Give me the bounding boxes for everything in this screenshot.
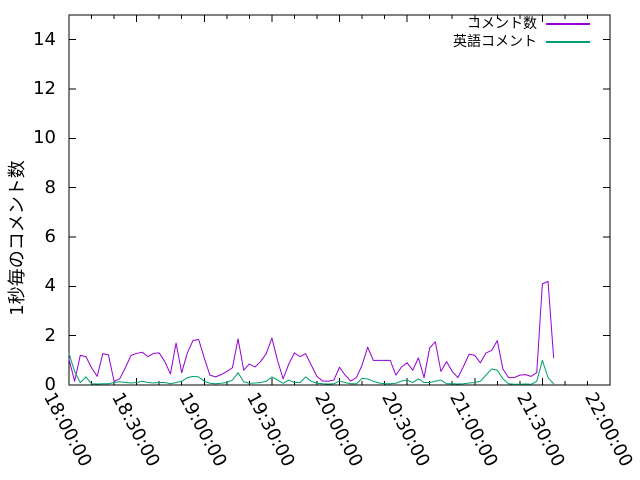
series-line-0 <box>68 280 555 382</box>
legend-line-sample <box>546 41 590 43</box>
y-axis-tick-label: 4 <box>44 275 56 297</box>
y-axis-tick-label: 12 <box>33 78 56 99</box>
y-axis-tick-label: 8 <box>44 176 56 198</box>
legend: コメント数英語コメント <box>453 16 590 50</box>
y-axis-tick-label: 6 <box>44 226 56 247</box>
y-axis-tick-label: 14 <box>33 28 56 50</box>
legend-line-sample <box>546 23 590 25</box>
legend-label: 英語コメント <box>453 34 537 50</box>
series-line-1 <box>68 353 555 385</box>
plot-border <box>68 14 611 386</box>
legend-entry: コメント数 <box>467 16 590 32</box>
y-axis-tick-label: 10 <box>33 127 56 149</box>
legend-label: コメント数 <box>467 16 537 32</box>
legend-entry: 英語コメント <box>453 34 590 50</box>
y-axis-tick-label: 0 <box>44 374 56 395</box>
y-axis-tick-label: 2 <box>44 324 56 346</box>
